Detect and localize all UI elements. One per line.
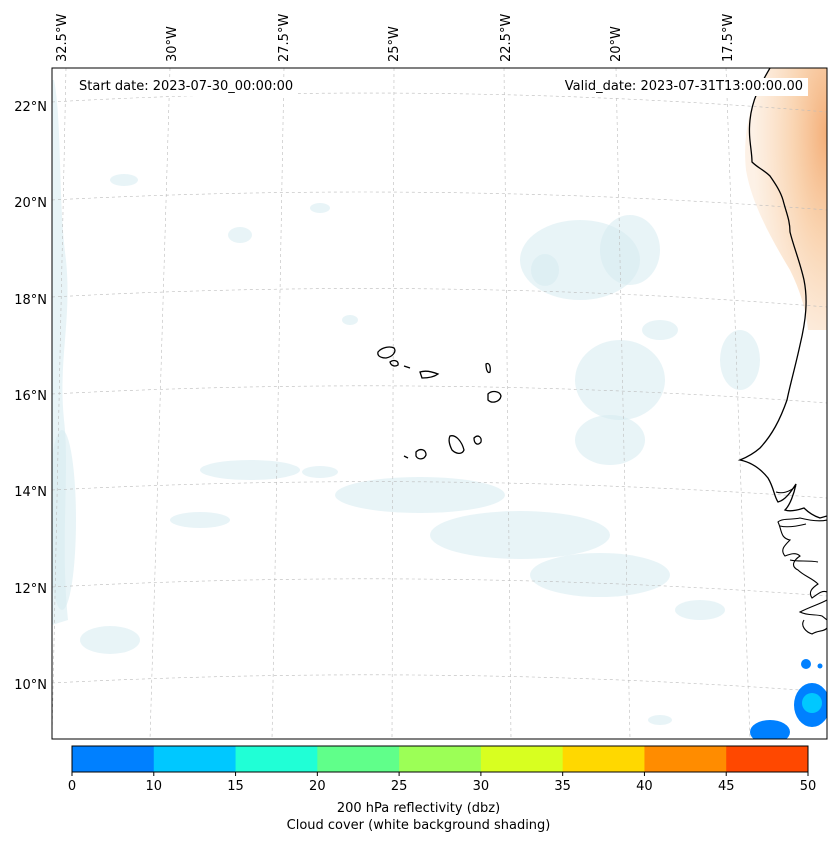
colorbar-tick-label: 45 (718, 779, 735, 794)
lat-label: 16°N (14, 389, 47, 404)
guinea-coast (777, 517, 827, 599)
colorbar-swatch (72, 746, 155, 772)
colorbar-tick-label: 40 (636, 779, 653, 794)
cape-verde-islands (377, 346, 502, 460)
warm-shading (745, 68, 827, 330)
colorbar-ticks: 0 10 15 20 25 30 35 40 45 50 (68, 772, 816, 794)
map-frame (51, 67, 828, 740)
colorbar-swatch (235, 746, 318, 772)
colorbar-tick-label: 0 (68, 779, 76, 794)
colorbar-tick-label: 10 (146, 779, 163, 794)
colorbar-tick-label: 30 (473, 779, 490, 794)
start-date-label: Start date: 2023-07-30_00:00:00 (74, 78, 299, 96)
colorbar-tick-label: 50 (800, 779, 817, 794)
colorbar-swatches (72, 746, 809, 772)
sierra-leone-coast (798, 599, 827, 635)
lat-label: 22°N (14, 100, 47, 115)
colorbar: 0 10 15 20 25 30 35 40 45 50 (68, 745, 816, 794)
longitude-labels: 32.5°W 30°W 27.5°W 25°W 22.5°W 20°W 17.5… (55, 14, 736, 62)
colorbar-tick-label: 25 (391, 779, 408, 794)
gridlines (52, 68, 827, 739)
lat-label: 12°N (14, 582, 47, 597)
colorbar-title: 200 hPa reflectivity (dbz) (336, 801, 501, 816)
colorbar-swatch (644, 746, 727, 772)
colorbar-tick-label: 15 (227, 779, 244, 794)
colorbar-swatch (317, 746, 400, 772)
colorbar-outline (71, 745, 809, 773)
colorbar-swatch (726, 746, 809, 772)
lon-label: 27.5°W (277, 14, 292, 62)
colorbar-tick-label: 20 (309, 779, 326, 794)
colorbar-swatch (153, 746, 237, 772)
lon-label: 30°W (165, 26, 180, 62)
lat-label: 18°N (14, 293, 47, 308)
cloud-cover-shading (52, 80, 760, 725)
valid-date-label: Valid_date: 2023-07-31T13:00:00.00 (559, 78, 808, 96)
lat-label: 20°N (14, 196, 47, 211)
lat-label: 10°N (14, 678, 47, 693)
lon-label: 32.5°W (55, 14, 70, 62)
colorbar-subtitle: Cloud cover (white background shading) (286, 818, 551, 833)
lon-label: 22.5°W (499, 14, 514, 62)
interior-border (775, 485, 819, 563)
colorbar-swatch (399, 746, 482, 772)
reflectivity-cells (750, 659, 827, 739)
colorbar-swatch (562, 746, 645, 772)
colorbar-swatch (480, 746, 564, 772)
colorbar-tick-label: 35 (554, 779, 571, 794)
africa-coastline (737, 68, 827, 519)
lon-label: 20°W (609, 26, 624, 62)
latitude-labels: 22°N 20°N 18°N 16°N 14°N 12°N 10°N (14, 100, 47, 693)
lon-label: 17.5°W (721, 14, 736, 62)
lon-label: 25°W (387, 26, 402, 62)
lat-label: 14°N (14, 485, 47, 500)
